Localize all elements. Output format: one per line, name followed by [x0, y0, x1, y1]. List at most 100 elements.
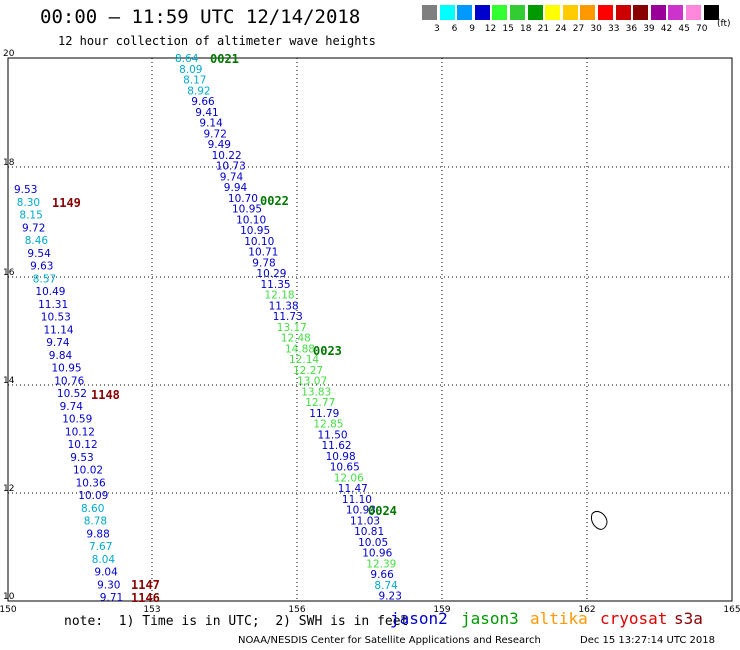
- wave-height-value: 11.31: [38, 299, 68, 311]
- wave-height-value: 9.71: [100, 592, 123, 604]
- color-swatch: [580, 5, 596, 20]
- wave-height-value: 9.23: [379, 591, 402, 603]
- color-swatch: [562, 5, 578, 20]
- wave-height-value: 12.06: [334, 472, 364, 484]
- wave-height-value: 10.71: [248, 247, 278, 259]
- wave-height-value: 10.49: [35, 286, 65, 298]
- wave-height-value: 9.66: [370, 569, 394, 581]
- wave-height-value: 9.04: [94, 567, 118, 579]
- wave-height-value: 12.48: [281, 333, 311, 345]
- island-outline: [591, 510, 608, 530]
- wave-height-value: 11.10: [342, 494, 372, 506]
- longitude-tick-label: 159: [433, 605, 450, 615]
- wave-height-value: 10.10: [244, 236, 274, 248]
- color-scale-label: 27: [572, 24, 585, 34]
- wave-height-value: 10.95: [240, 225, 270, 237]
- latitude-tick-label: 20: [3, 49, 15, 59]
- color-swatch: [650, 5, 666, 20]
- wave-height-value: 9.14: [199, 118, 223, 130]
- footer-organization: NOAA/NESDIS Center for Satellite Applica…: [238, 635, 541, 646]
- wave-height-value: 10.81: [354, 526, 384, 538]
- color-scale-label: 42: [660, 24, 673, 34]
- latitude-tick-label: 12: [3, 484, 14, 494]
- latitude-tick-label: 16: [3, 268, 15, 278]
- latitude-tick-label: 18: [3, 158, 15, 168]
- color-swatch: [527, 5, 543, 20]
- wave-height-value: 14.88: [285, 343, 315, 355]
- wave-height-value: 10.76: [54, 375, 84, 387]
- color-scale-label: 21: [537, 24, 550, 34]
- pass-number-label: 0022: [260, 194, 289, 208]
- color-scale-label: 24: [555, 24, 567, 34]
- wave-height-value: 9.66: [191, 96, 215, 108]
- wave-height-value: 12.18: [265, 290, 295, 302]
- wave-height-value: 9.74: [220, 171, 244, 183]
- pass-number-label: 1148: [91, 388, 120, 402]
- longitude-tick-label: 153: [143, 605, 160, 615]
- wave-height-value: 9.54: [27, 248, 51, 260]
- color-scale-label: 12: [484, 24, 497, 34]
- pass-number-label: 1149: [52, 196, 81, 210]
- wave-height-value: 9.88: [86, 528, 109, 540]
- longitude-tick-label: 165: [723, 605, 740, 615]
- wave-height-value: 9.53: [70, 452, 93, 464]
- wave-height-value: 10.29: [256, 268, 286, 280]
- wave-height-value: 9.74: [46, 337, 70, 349]
- color-swatch: [703, 5, 719, 20]
- wave-height-value: 8.15: [19, 210, 42, 222]
- color-swatch: [598, 5, 613, 20]
- wave-height-value: 10.02: [73, 465, 103, 477]
- satellite-legend-jason3: jason3: [461, 609, 519, 628]
- wave-height-value: 11.03: [350, 515, 380, 527]
- color-scale-label: 6: [451, 24, 458, 34]
- wave-height-value: 10.36: [76, 477, 106, 489]
- wave-height-value: 10.98: [326, 451, 356, 463]
- wave-height-value: 10.12: [65, 426, 95, 438]
- footer-timestamp: Dec 15 13:27:14 UTC 2018: [580, 635, 715, 646]
- color-scale-label: 45: [678, 24, 690, 34]
- wave-height-value: 9.30: [97, 579, 120, 591]
- wave-height-value: 12.14: [289, 354, 319, 366]
- map-title: 00:00 – 11:59 UTC 12/14/2018: [40, 6, 361, 28]
- color-scale-label: 18: [520, 24, 532, 34]
- color-scale-unit: (ft): [717, 19, 731, 29]
- wave-height-value: 8.09: [179, 64, 202, 76]
- color-scale-label: 39: [643, 24, 655, 34]
- wave-height-value: 10.96: [362, 548, 392, 560]
- satellite-legend-altika: altika: [530, 609, 588, 628]
- wave-height-value: 8.57: [33, 273, 56, 285]
- longitude-tick-label: 162: [578, 605, 595, 615]
- wave-height-value: 12.85: [313, 419, 343, 431]
- color-swatch: [439, 5, 455, 20]
- wave-height-value: 10.70: [228, 193, 258, 205]
- pass-number-label: 1147: [131, 578, 160, 592]
- wave-height-value: 10.95: [52, 363, 82, 375]
- color-swatch: [474, 5, 490, 20]
- color-scale-label: 36: [625, 24, 638, 34]
- wave-height-value: 11.79: [309, 408, 339, 420]
- wave-height-value: 10.73: [216, 161, 246, 173]
- wave-height-value: 12.39: [366, 558, 396, 570]
- wave-height-value: 10.09: [78, 490, 108, 502]
- color-swatch: [615, 5, 631, 20]
- color-scale-label: 3: [434, 24, 440, 34]
- wave-height-value: 8.64: [175, 53, 199, 65]
- wave-height-value: 10.05: [358, 537, 388, 549]
- color-scale-label: 15: [502, 24, 514, 34]
- wave-height-value: 9.78: [252, 257, 275, 269]
- satellite-legend-jason2: jason2: [390, 609, 448, 628]
- satellite-legend-cryosat: cryosat: [600, 609, 668, 628]
- wave-height-value: 8.46: [25, 235, 49, 247]
- wave-height-value: 9.72: [204, 128, 227, 140]
- wave-height-value: 10.52: [57, 388, 87, 400]
- color-swatch: [422, 5, 437, 20]
- wave-height-value: 9.63: [30, 261, 53, 273]
- note-text: note: 1) Time is in UTC; 2) SWH is in fe…: [64, 614, 409, 629]
- wave-height-value: 8.92: [187, 85, 210, 97]
- map-subtitle: 12 hour collection of altimeter wave hei…: [58, 34, 376, 48]
- color-scale-label: 70: [696, 24, 708, 34]
- color-swatch: [686, 5, 701, 20]
- wave-height-value: 10.65: [330, 462, 360, 474]
- wave-height-value: 8.17: [183, 75, 206, 87]
